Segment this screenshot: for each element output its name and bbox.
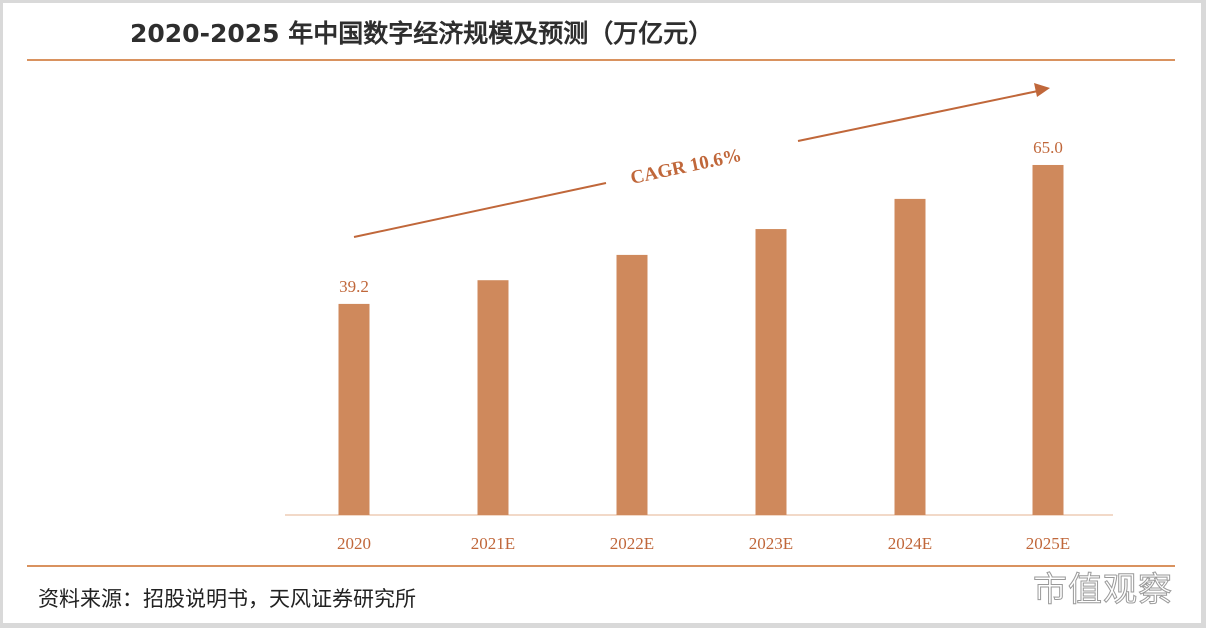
- chart-frame: [3, 3, 1201, 623]
- trend-arrow-line: [353, 182, 607, 238]
- x-tick-label: 2023E: [749, 534, 793, 553]
- bar-2021E: [477, 280, 509, 515]
- top-divider: [27, 59, 1175, 61]
- bar-2022E: [616, 254, 648, 516]
- cagr-annotation: CAGR 10.6%: [629, 145, 744, 189]
- data-label: 39.2: [339, 277, 369, 296]
- trend-arrow-icon: [1034, 83, 1050, 97]
- x-tick-label: 2020: [337, 534, 371, 553]
- x-tick-label: 2025E: [1026, 534, 1070, 553]
- source-note: 资料来源：招股说明书，天风证券研究所: [38, 587, 416, 611]
- x-tick-label: 2021E: [471, 534, 515, 553]
- watermark: 市值观察: [1033, 570, 1173, 611]
- chart-title: 2020-2025 年中国数字经济规模及预测（万亿元）: [130, 19, 714, 48]
- trend-arrow-line: [797, 90, 1039, 142]
- bottom-divider: [27, 565, 1175, 567]
- bar-2025E: [1032, 164, 1064, 515]
- bar-2024E: [894, 198, 926, 515]
- data-label: 65.0: [1033, 138, 1063, 157]
- x-tick-label: 2022E: [610, 534, 654, 553]
- bar-2023E: [755, 229, 787, 515]
- x-tick-label: 2024E: [888, 534, 932, 553]
- bar-2020: [338, 303, 370, 515]
